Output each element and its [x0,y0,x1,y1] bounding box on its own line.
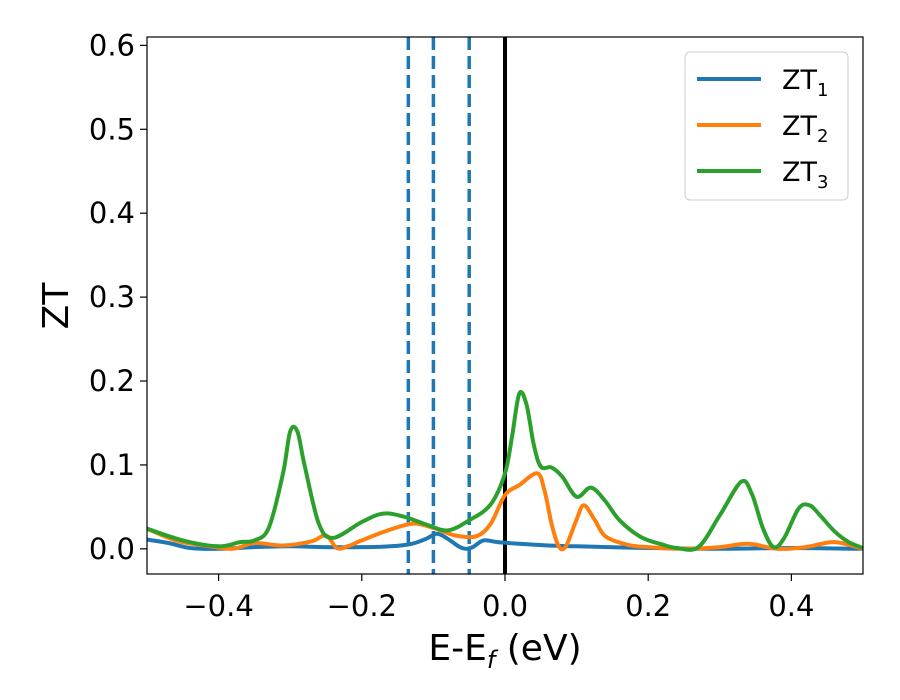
series-line-zt1 [147,531,863,551]
y-axis-ticks: 0.0 0.1 0.2 0.3 0.4 0.5 0.6 [89,28,147,566]
y-tick-label: 0.3 [89,280,135,314]
y-tick-label: 0.0 [89,532,135,566]
x-axis-ticks: −0.4 −0.2 0.0 0.2 0.4 [183,574,814,623]
vertical-reference-lines [406,37,507,574]
legend-label-zt2: ZT2 [782,111,828,147]
x-tick-label: −0.4 [183,589,253,623]
y-tick-label: 0.5 [89,112,135,146]
legend-label-zt3: ZT3 [782,157,828,193]
y-tick-label: 0.1 [89,448,135,482]
legend-label-zt1: ZT1 [782,65,828,101]
x-axis-label: E-Ef (eV) [428,628,581,674]
legend: ZT1 ZT2 ZT3 [684,51,849,201]
x-axis-label-main: E-E [428,628,486,669]
legend-box [684,51,849,201]
x-tick-label: 0.4 [768,589,814,623]
x-tick-label: 0.2 [625,589,671,623]
y-tick-label: 0.4 [89,196,135,230]
y-tick-label: 0.6 [89,28,135,62]
series-lines [147,389,863,552]
series-line-zt3 [147,389,863,552]
y-axis-label: ZT [36,282,77,330]
x-tick-label: −0.2 [327,589,397,623]
x-axis-label-unit: (eV) [495,628,581,669]
x-tick-label: 0.0 [482,589,528,623]
y-tick-label: 0.2 [89,364,135,398]
